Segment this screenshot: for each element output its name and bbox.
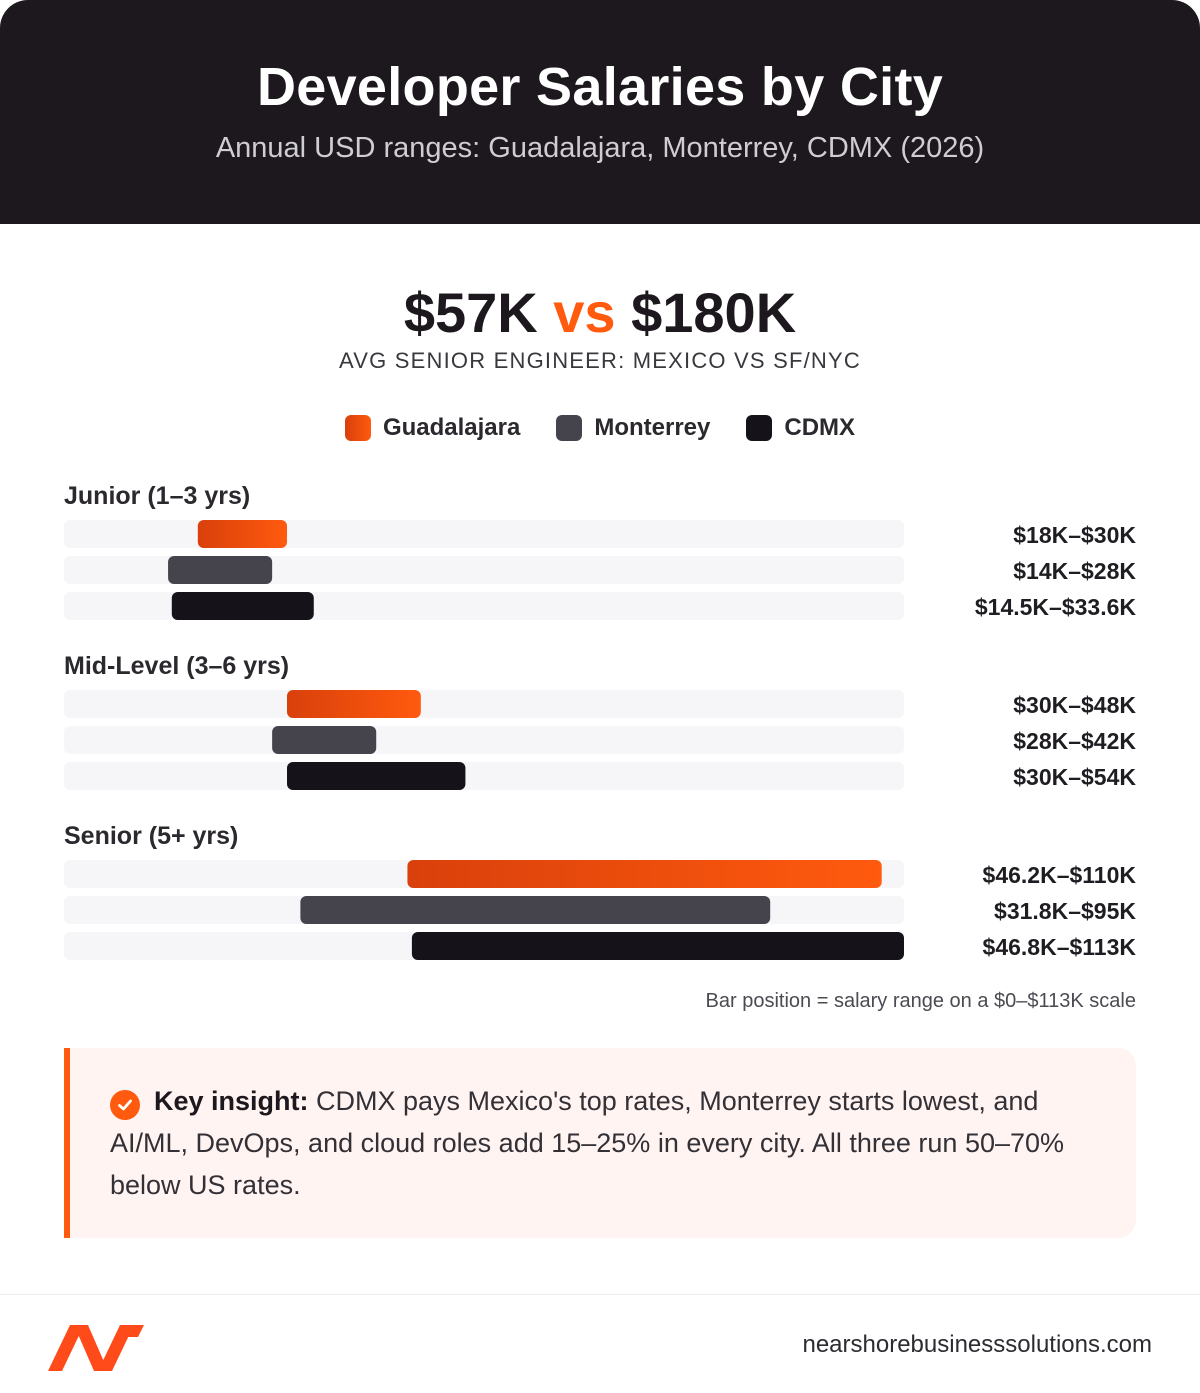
chart-legend: Guadalajara Monterrey CDMX <box>0 414 1200 442</box>
insight-text: CDMX pays Mexico's top rates, Monterrey … <box>110 1086 1065 1200</box>
bar-track <box>64 762 904 790</box>
range-bar-cdmx <box>287 762 466 790</box>
legend-item-monterrey: Monterrey <box>556 414 710 442</box>
header-banner: Developer Salaries by City Annual USD ra… <box>0 0 1200 224</box>
footer: nearshorebusinesssolutions.com <box>0 1294 1200 1393</box>
stat-mexico: $57K <box>403 281 538 344</box>
stat-us: $180K <box>631 281 797 344</box>
range-value-label: $46.2K–$110K <box>983 862 1137 888</box>
brand-logo <box>48 1321 144 1376</box>
group-label: Junior (1–3 yrs) <box>64 482 250 510</box>
range-bar-monterrey <box>300 896 771 924</box>
range-value-label: $30K–$54K <box>1013 764 1136 790</box>
range-bar-cdmx <box>411 932 904 960</box>
insight-heading: Key insight: <box>154 1086 309 1116</box>
stat-vs: vs <box>553 281 616 344</box>
bar-track <box>64 690 904 718</box>
legend-item-cdmx: CDMX <box>746 414 855 442</box>
legend-swatch-guadalajara <box>344 415 371 441</box>
bar-track <box>64 556 904 584</box>
range-bar-monterrey <box>272 726 377 754</box>
legend-swatch-monterrey <box>556 415 583 441</box>
legend-label-guadalajara: Guadalajara <box>382 414 521 441</box>
check-circle-icon <box>110 1090 140 1120</box>
key-insight-box: Key insight: CDMX pays Mexico's top rate… <box>64 1048 1136 1238</box>
headline-stat: $57K vs $180K <box>0 280 1200 345</box>
salary-range-chart: Junior (1–3 yrs) $18K–$30K $14K–$28K $14.5K… <box>64 482 1137 960</box>
stat-caption: AVG SENIOR ENGINEER: MEXICO VS SF/NYC <box>339 348 861 373</box>
range-value-label: $28K–$42K <box>1013 728 1136 754</box>
range-bar-cdmx <box>171 592 314 620</box>
page-subtitle: Annual USD ranges: Guadalajara, Monterre… <box>215 132 985 164</box>
bar-track <box>64 726 904 754</box>
legend-item-guadalajara: Guadalajara <box>344 414 521 442</box>
range-bar-guadalajara <box>287 690 421 718</box>
legend-label-cdmx: CDMX <box>784 414 856 441</box>
footer-website: nearshorebusinesssolutions.com <box>802 1331 1152 1358</box>
page-title: Developer Salaries by City <box>256 57 944 117</box>
range-value-label: $18K–$30K <box>1013 522 1136 548</box>
group-label: Senior (5+ yrs) <box>64 822 238 850</box>
range-bar-guadalajara <box>407 860 882 888</box>
range-value-label: $14K–$28K <box>1013 558 1136 584</box>
group-label: Mid-Level (3–6 yrs) <box>64 652 289 680</box>
range-value-label: $46.8K–$113K <box>983 934 1137 960</box>
range-bar-monterrey <box>168 556 273 584</box>
range-value-label: $30K–$48K <box>1013 692 1136 718</box>
range-value-label: $31.8K–$95K <box>994 898 1136 924</box>
range-value-label: $14.5K–$33.6K <box>975 594 1137 620</box>
scale-note: Bar position = salary range on a $0–$113… <box>705 990 1136 1012</box>
range-bar-guadalajara <box>197 520 288 548</box>
legend-label-monterrey: Monterrey <box>594 414 711 441</box>
legend-swatch-cdmx <box>746 415 773 441</box>
bar-track <box>64 520 904 548</box>
